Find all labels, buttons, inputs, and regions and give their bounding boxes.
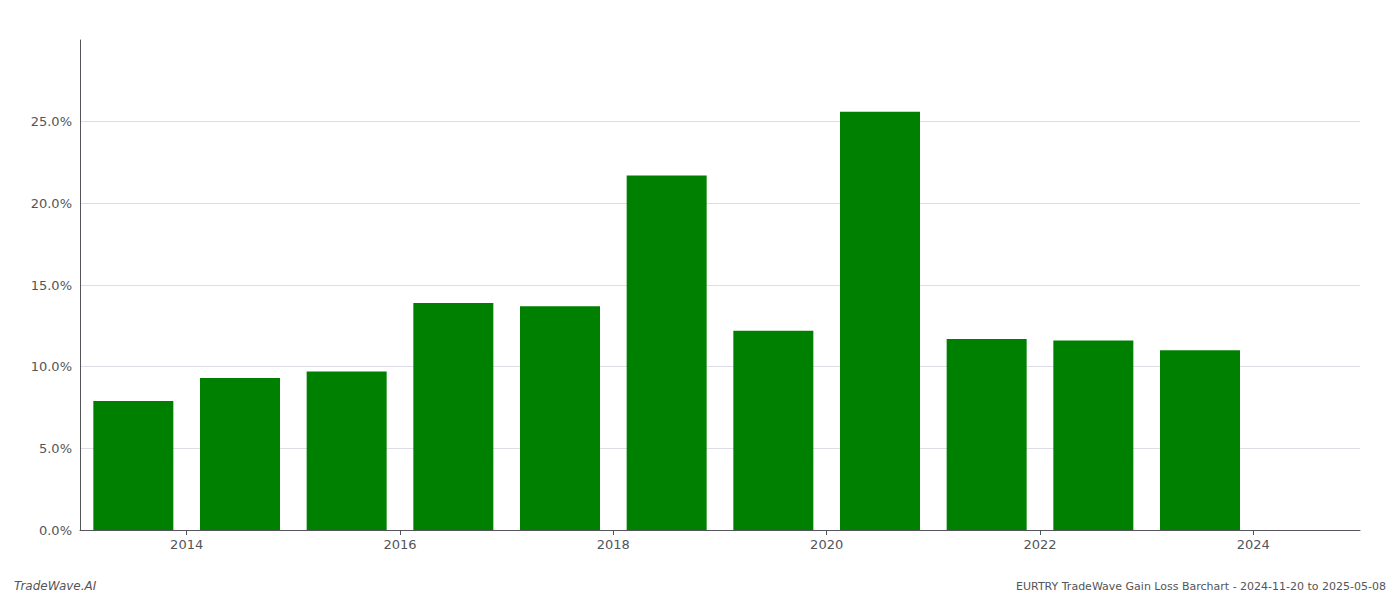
svg-text:2016: 2016 [383, 537, 416, 552]
svg-text:0.0%: 0.0% [39, 523, 72, 538]
svg-text:TradeWave.AI: TradeWave.AI [14, 579, 97, 593]
svg-text:2022: 2022 [1023, 537, 1056, 552]
svg-text:2018: 2018 [597, 537, 630, 552]
svg-text:EURTRY TradeWave Gain Loss Bar: EURTRY TradeWave Gain Loss Barchart - 20… [1016, 580, 1386, 593]
svg-text:25.0%: 25.0% [31, 114, 72, 129]
svg-text:15.0%: 15.0% [31, 278, 72, 293]
svg-text:2014: 2014 [170, 537, 203, 552]
svg-text:20.0%: 20.0% [31, 196, 72, 211]
svg-text:2024: 2024 [1237, 537, 1270, 552]
svg-text:10.0%: 10.0% [31, 359, 72, 374]
svg-text:5.0%: 5.0% [39, 441, 72, 456]
svg-text:2020: 2020 [810, 537, 843, 552]
